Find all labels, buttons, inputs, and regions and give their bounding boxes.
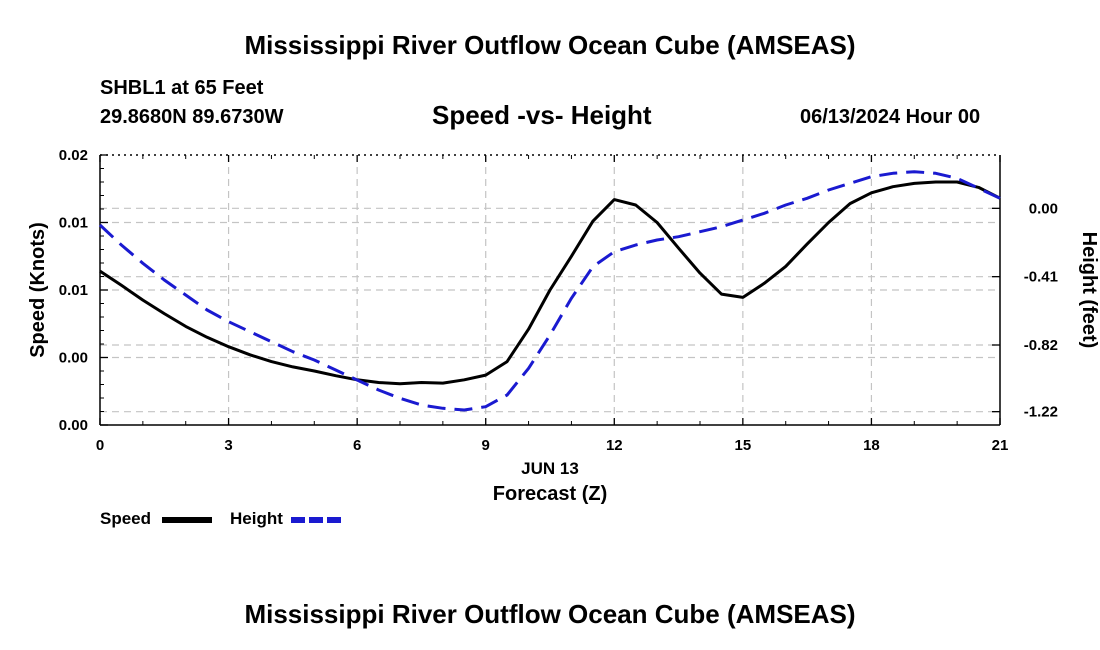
y2-axis-title: Height (feet)	[1078, 232, 1100, 349]
y-tick-label: 0.01	[59, 282, 88, 299]
y2-tick-label: 0.00	[1029, 200, 1058, 217]
x-tick-label: 15	[735, 437, 752, 454]
x-tick-label: 21	[992, 437, 1009, 454]
station-label: SHBL1 at 65 Feet	[100, 77, 264, 99]
series-line-speed	[99, 180, 1001, 386]
legend-label-height: Height	[230, 509, 283, 528]
main-title: Mississippi River Outflow Ocean Cube (AM…	[244, 30, 856, 60]
x-tick-label: 6	[353, 437, 361, 454]
legend-label-speed: Speed	[100, 509, 151, 528]
x-axis-date-label: JUN 13	[521, 459, 579, 478]
station-coordinates: 29.8680N 89.6730W	[100, 106, 284, 128]
x-tick-label: 3	[224, 437, 232, 454]
y2-tick-label: -0.41	[1024, 269, 1058, 286]
forecast-datestamp: 06/13/2024 Hour 00	[800, 106, 981, 128]
x-tick-label: 0	[96, 437, 104, 454]
y-tick-label: 0.00	[59, 417, 88, 434]
chart-subtitle: Speed -vs- Height	[432, 100, 652, 130]
y2-tick-label: -0.82	[1024, 337, 1058, 354]
x-axis-title: Forecast (Z)	[493, 483, 607, 505]
y-tick-label: 0.01	[59, 215, 88, 232]
x-tick-label: 18	[863, 437, 880, 454]
y-tick-label: 0.02	[59, 147, 88, 164]
x-tick-label: 9	[482, 437, 490, 454]
x-tick-label: 12	[606, 437, 623, 454]
y2-tick-label: -1.22	[1024, 404, 1058, 421]
repeat-title: Mississippi River Outflow Ocean Cube (AM…	[244, 599, 856, 629]
y-tick-label: 0.00	[59, 350, 88, 367]
y-axis-title: Speed (Knots)	[27, 222, 49, 358]
